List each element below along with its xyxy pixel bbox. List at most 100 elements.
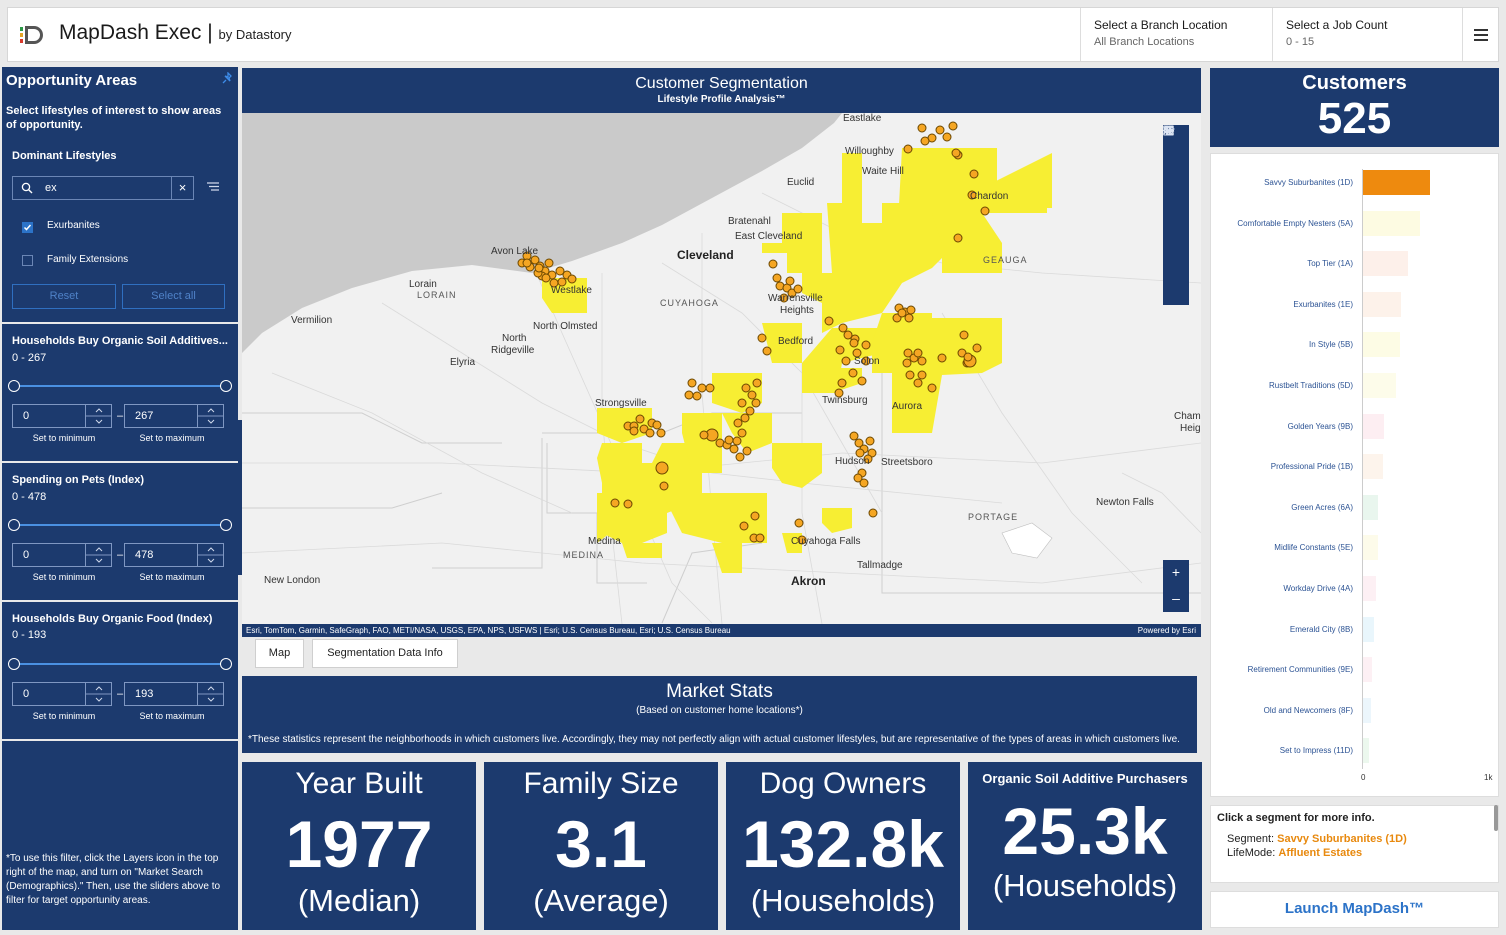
list-icon[interactable]: [1163, 126, 1189, 202]
search-icon[interactable]: [1163, 125, 1189, 177]
map-label: Westlake: [551, 285, 592, 296]
kpi-title: Dog Owners: [759, 767, 927, 800]
layers-icon[interactable]: [1163, 125, 1189, 254]
map-label: East Cleveland: [735, 231, 803, 242]
bar-label[interactable]: Savvy Suburbanites (1D): [1264, 178, 1353, 187]
launch-mapdash-button[interactable]: Launch MapDash™: [1210, 891, 1499, 928]
slider-min-handle[interactable]: [8, 519, 20, 531]
stepper-icon[interactable]: [85, 683, 112, 705]
map-label: MEDINA: [563, 550, 605, 560]
kpi-unit: (Median): [297, 883, 421, 918]
bar[interactable]: [1363, 251, 1409, 277]
select-all-button[interactable]: Select all: [122, 284, 225, 309]
kpi-title: Family Size: [523, 767, 679, 800]
jobcount-selector[interactable]: Select a Job Count 0 - 15: [1272, 8, 1463, 61]
map-label: GEAUGA: [983, 255, 1028, 265]
slider-max-handle[interactable]: [220, 519, 232, 531]
bar[interactable]: [1363, 332, 1400, 358]
bar[interactable]: [1363, 494, 1379, 520]
powered-by-esri[interactable]: Powered by Esri: [1137, 626, 1196, 635]
segmentation-map[interactable]: Eastlake Willoughby Waite Hill Euclid Ch…: [242, 113, 1201, 624]
branch-selector[interactable]: Select a Branch Location All Branch Loca…: [1080, 8, 1271, 61]
bar[interactable]: [1363, 373, 1396, 398]
reset-button[interactable]: Reset: [12, 284, 116, 309]
organic-food-max-input[interactable]: 193: [124, 682, 224, 706]
set-min-link[interactable]: Set to minimum: [32, 433, 96, 443]
pin-icon[interactable]: [222, 72, 234, 84]
slider-max-handle[interactable]: [220, 658, 232, 670]
bar-label[interactable]: Exurbanites (1E): [1293, 299, 1353, 309]
bar[interactable]: [1363, 170, 1430, 195]
panel-title: Opportunity Areas: [6, 72, 138, 89]
organic-soil-slider[interactable]: [8, 380, 232, 392]
bar-label[interactable]: Workday Drive (4A): [1283, 584, 1353, 593]
tab-segmentation-data-info[interactable]: Segmentation Data Info: [312, 639, 458, 668]
set-min-link[interactable]: Set to minimum: [32, 572, 96, 582]
stepper-icon[interactable]: [85, 405, 112, 427]
bar[interactable]: [1363, 291, 1401, 317]
lifestyle-search-input[interactable]: ex ×: [12, 176, 194, 200]
zoom-in-button[interactable]: +: [1171, 564, 1181, 580]
datastory-logo-icon: [20, 26, 43, 44]
organic-soil-max-input[interactable]: 267: [124, 404, 224, 428]
qr-icon[interactable]: [1163, 125, 1189, 279]
set-max-link[interactable]: Set to maximum: [139, 572, 205, 582]
bar[interactable]: [1363, 697, 1371, 723]
collapse-icon[interactable]: [1163, 125, 1189, 305]
bar[interactable]: [1363, 738, 1370, 764]
map-label: Strongsville: [595, 398, 647, 409]
set-max-link[interactable]: Set to maximum: [139, 711, 205, 721]
bar[interactable]: [1363, 657, 1372, 683]
bar-label[interactable]: Rustbelt Traditions (5D): [1268, 381, 1353, 390]
bar-label[interactable]: Golden Years (9B): [1287, 421, 1353, 431]
hamburger-menu-icon[interactable]: [1462, 8, 1498, 61]
pets-min-input[interactable]: 0: [12, 543, 112, 567]
map-label: Hudson: [835, 456, 870, 467]
slider-min-handle[interactable]: [8, 380, 20, 392]
bar[interactable]: [1363, 576, 1376, 601]
lifemode-label: LifeMode:: [1227, 847, 1276, 859]
bar-label[interactable]: Retirement Communities (9E): [1247, 665, 1353, 675]
filter-organic-food-title: Households Buy Organic Food (Index): [12, 613, 213, 625]
stepper-icon[interactable]: [85, 544, 112, 566]
bar-label[interactable]: Professional Pride (1B): [1270, 462, 1353, 472]
stepper-icon[interactable]: [197, 405, 224, 427]
bar-label[interactable]: Set to Impress (11D): [1279, 746, 1353, 756]
scrollbar[interactable]: [1494, 805, 1498, 831]
organic-soil-min-input[interactable]: 0: [12, 404, 112, 428]
stepper-icon[interactable]: [197, 544, 224, 566]
exurbanites-checkbox[interactable]: [22, 222, 33, 233]
bar[interactable]: [1363, 210, 1420, 236]
bar-label[interactable]: Midlife Constants (5E): [1274, 543, 1353, 553]
set-min-link[interactable]: Set to minimum: [32, 711, 96, 721]
stepper-icon[interactable]: [197, 683, 224, 705]
slider-max-handle[interactable]: [220, 380, 232, 392]
map-label: Heights: [780, 305, 814, 316]
bar-label[interactable]: Green Acres (6A): [1291, 502, 1353, 512]
home-icon[interactable]: [1163, 125, 1189, 228]
clear-search-icon[interactable]: ×: [171, 177, 193, 199]
filter-list-icon[interactable]: [206, 181, 220, 193]
tab-map[interactable]: Map: [255, 639, 304, 668]
bar-label[interactable]: Emerald City (8B): [1289, 624, 1353, 634]
organic-food-min-input[interactable]: 0: [12, 682, 112, 706]
pets-slider[interactable]: [8, 519, 232, 531]
zoom-out-button[interactable]: –: [1172, 590, 1180, 606]
set-max-link[interactable]: Set to maximum: [139, 433, 205, 443]
kpi-value: 25.3k: [1002, 794, 1168, 868]
family-extensions-checkbox[interactable]: [22, 255, 33, 266]
bar[interactable]: [1363, 616, 1375, 642]
zoom-control: + –: [1163, 560, 1189, 612]
bar-label[interactable]: Comfortable Empty Nesters (5A): [1237, 218, 1353, 228]
bar[interactable]: [1363, 454, 1384, 480]
organic-food-slider[interactable]: [8, 658, 232, 670]
pets-max-input[interactable]: 478: [124, 543, 224, 567]
bar[interactable]: [1363, 535, 1379, 561]
map-label: Lorain: [409, 279, 437, 290]
bar-label[interactable]: Top Tier (1A): [1307, 259, 1353, 269]
bar-label[interactable]: In Style (5B): [1308, 340, 1353, 350]
kpi-value: 1977: [285, 807, 433, 881]
bar-label[interactable]: Old and Newcomers (8F): [1263, 705, 1353, 715]
slider-min-handle[interactable]: [8, 658, 20, 670]
bar[interactable]: [1363, 413, 1385, 439]
